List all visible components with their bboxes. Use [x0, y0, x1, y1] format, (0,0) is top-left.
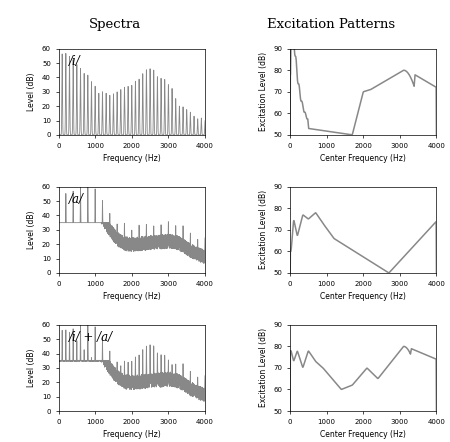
- Y-axis label: Excitation Level (dB): Excitation Level (dB): [259, 328, 268, 408]
- X-axis label: Center Frequency (Hz): Center Frequency (Hz): [320, 154, 406, 163]
- Y-axis label: Excitation Level (dB): Excitation Level (dB): [259, 190, 268, 270]
- Text: Spectra: Spectra: [89, 18, 141, 31]
- Text: /a/: /a/: [69, 193, 84, 206]
- X-axis label: Frequency (Hz): Frequency (Hz): [103, 292, 161, 301]
- Text: /i/: /i/: [69, 55, 81, 68]
- Y-axis label: Level (dB): Level (dB): [27, 72, 36, 111]
- Text: Excitation Patterns: Excitation Patterns: [267, 18, 395, 31]
- X-axis label: Center Frequency (Hz): Center Frequency (Hz): [320, 292, 406, 301]
- Y-axis label: Level (dB): Level (dB): [27, 349, 36, 387]
- Y-axis label: Excitation Level (dB): Excitation Level (dB): [259, 52, 268, 131]
- X-axis label: Frequency (Hz): Frequency (Hz): [103, 154, 161, 163]
- X-axis label: Frequency (Hz): Frequency (Hz): [103, 430, 161, 439]
- Text: /i/ + /a/: /i/ + /a/: [69, 331, 113, 344]
- X-axis label: Center Frequency (Hz): Center Frequency (Hz): [320, 430, 406, 439]
- Y-axis label: Level (dB): Level (dB): [27, 210, 36, 249]
